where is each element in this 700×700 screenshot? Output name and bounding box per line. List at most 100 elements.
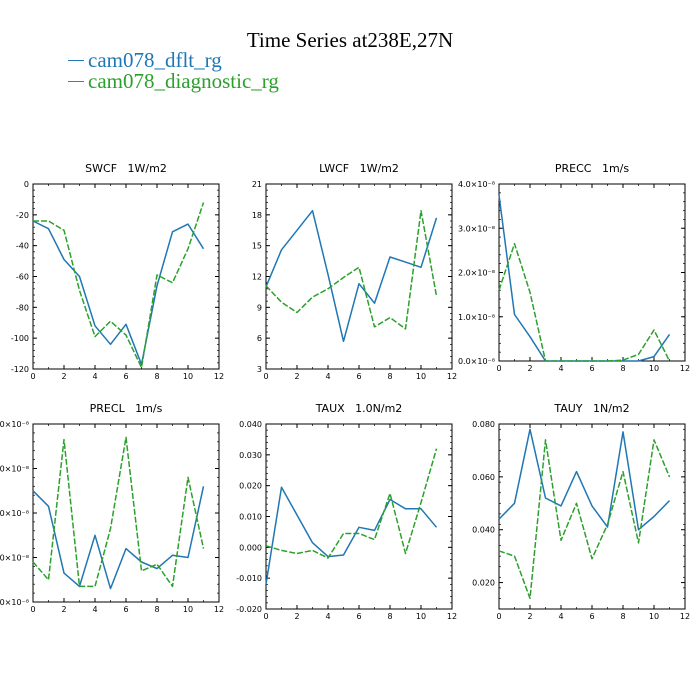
y-tick-label: 3 — [257, 365, 262, 374]
y-tick-label: 6 — [257, 334, 262, 343]
y-tick-label: 4.0×10⁻⁸ — [458, 180, 495, 189]
x-tick-label: 6 — [123, 605, 128, 614]
series-line-diagnostic — [265, 209, 438, 330]
chart-panel-3: PRECL 1m/s 0 2 4 6 8 10 12 8.0×10⁻⁸ 6.0×10⁻⁸ 4.0×1… — [0, 402, 224, 614]
x-tick-label: 8 — [387, 372, 392, 381]
y-tick-label: 0.0×10⁻⁸ — [0, 598, 29, 607]
y-tick-label: 2.0×10⁻⁸ — [0, 554, 29, 563]
chart-title: SWCF 1W/m2 — [85, 162, 167, 175]
y-tick-label: 1.0×10⁻⁸ — [458, 313, 495, 322]
x-tick-label: 8 — [620, 612, 625, 621]
x-tick-label: 4 — [92, 605, 97, 614]
x-tick-label: 2 — [61, 605, 66, 614]
plot-frame — [498, 423, 686, 610]
x-tick-label: 4 — [92, 372, 97, 381]
x-tick-label: 10 — [183, 605, 193, 614]
x-tick-label: 0 — [263, 372, 268, 381]
chart-title: TAUY 1N/m2 — [553, 402, 629, 415]
series-line-diagnostic — [498, 439, 671, 600]
x-tick-label: 4 — [325, 372, 330, 381]
y-tick-label: 8.0×10⁻⁸ — [0, 420, 29, 429]
x-tick-label: 8 — [620, 364, 625, 373]
legend-label-dflt: cam078_dflt_rg — [88, 48, 222, 72]
y-tick-label: 0.040 — [472, 526, 495, 535]
y-tick-label: 0.040 — [239, 420, 262, 429]
x-tick-label: 12 — [214, 605, 224, 614]
y-tick-label: 0.020 — [239, 482, 262, 491]
y-tick-label: -0.010 — [236, 574, 262, 583]
x-tick-label: 2 — [61, 372, 66, 381]
plot-frame — [32, 423, 220, 603]
y-tick-label: -0.020 — [236, 605, 262, 614]
y-tick-label: -100 — [11, 334, 29, 343]
x-tick-label: 10 — [649, 612, 659, 621]
x-tick-label: 2 — [527, 612, 532, 621]
x-tick-label: 6 — [123, 372, 128, 381]
x-tick-label: 0 — [30, 605, 35, 614]
x-tick-label: 10 — [416, 372, 426, 381]
legend-item-dflt: cam078_dflt_rg — [68, 50, 279, 71]
y-tick-label: 0.0×10⁻⁸ — [458, 357, 495, 366]
chart-title: TAUX 1.0N/m2 — [315, 402, 403, 415]
series-line-dflt — [265, 486, 438, 585]
chart-panel-5: TAUY 1N/m2 0 2 4 6 8 10 12 0.080 0.060 0.040 0.020 — [472, 402, 690, 621]
y-tick-label: 0.080 — [472, 420, 495, 429]
y-tick-label: 4.0×10⁻⁸ — [0, 509, 29, 518]
series-line-diagnostic — [265, 448, 438, 559]
plot-frame — [265, 423, 453, 610]
y-tick-label: -80 — [16, 303, 29, 312]
series-line-dflt — [265, 209, 438, 343]
x-tick-label: 2 — [294, 372, 299, 381]
x-tick-label: 8 — [154, 372, 159, 381]
x-tick-label: 8 — [387, 612, 392, 621]
x-tick-label: 10 — [183, 372, 193, 381]
y-tick-label: 0.020 — [472, 579, 495, 588]
y-tick-label: -20 — [16, 211, 29, 220]
x-tick-label: 6 — [589, 364, 594, 373]
x-tick-label: 8 — [154, 605, 159, 614]
y-tick-label: 21 — [252, 180, 262, 189]
y-tick-label: 12 — [252, 273, 262, 282]
x-tick-label: 0 — [263, 612, 268, 621]
chart-panel-4: TAUX 1.0N/m2 0 2 4 6 8 10 12 0.040 0.030 0.020 0.01… — [236, 402, 457, 621]
x-tick-label: 2 — [527, 364, 532, 373]
y-tick-label: 2.0×10⁻⁸ — [458, 269, 495, 278]
series-line-dflt — [498, 428, 671, 531]
x-tick-label: 12 — [447, 612, 457, 621]
series-line-dflt — [498, 195, 671, 362]
chart-title: PRECL 1m/s — [90, 402, 163, 415]
plot-frame — [32, 183, 220, 370]
x-tick-label: 4 — [558, 364, 563, 373]
y-tick-label: 0 — [24, 180, 29, 189]
series-line-dflt — [32, 486, 205, 590]
legend-label-diagnostic: cam078_diagnostic_rg — [88, 69, 279, 93]
series-line-diagnostic — [498, 242, 671, 362]
x-tick-label: 10 — [416, 612, 426, 621]
x-tick-label: 12 — [447, 372, 457, 381]
legend-swatch-dflt — [68, 59, 84, 61]
chart-title: LWCF 1W/m2 — [319, 162, 399, 175]
y-tick-label: -40 — [16, 242, 29, 251]
y-tick-label: 0.030 — [239, 451, 262, 460]
y-tick-label: 0.060 — [472, 473, 495, 482]
y-tick-label: 15 — [252, 242, 262, 251]
series-line-diagnostic — [32, 436, 205, 588]
y-tick-label: 0.000 — [239, 543, 262, 552]
x-tick-label: 12 — [680, 364, 690, 373]
y-tick-label: 3.0×10⁻⁸ — [458, 224, 495, 233]
x-tick-label: 2 — [294, 612, 299, 621]
x-tick-label: 4 — [325, 612, 330, 621]
plot-frame — [498, 183, 686, 362]
y-tick-label: -120 — [11, 365, 29, 374]
chart-title: PRECC 1m/s — [555, 162, 629, 175]
y-tick-label: 18 — [252, 211, 262, 220]
chart-panel-1: LWCF 1W/m2 0 2 4 6 8 10 12 21 18 15 12 9 6 3 — [252, 162, 457, 381]
y-tick-label: 0.010 — [239, 513, 262, 522]
series-line-diagnostic — [33, 202, 205, 369]
y-tick-label: 6.0×10⁻⁸ — [0, 465, 29, 474]
x-tick-label: 10 — [649, 364, 659, 373]
y-tick-label: -60 — [16, 273, 29, 282]
page-title: Time Series at238E,27N — [246, 28, 454, 52]
legend-swatch-diagnostic — [68, 80, 84, 82]
